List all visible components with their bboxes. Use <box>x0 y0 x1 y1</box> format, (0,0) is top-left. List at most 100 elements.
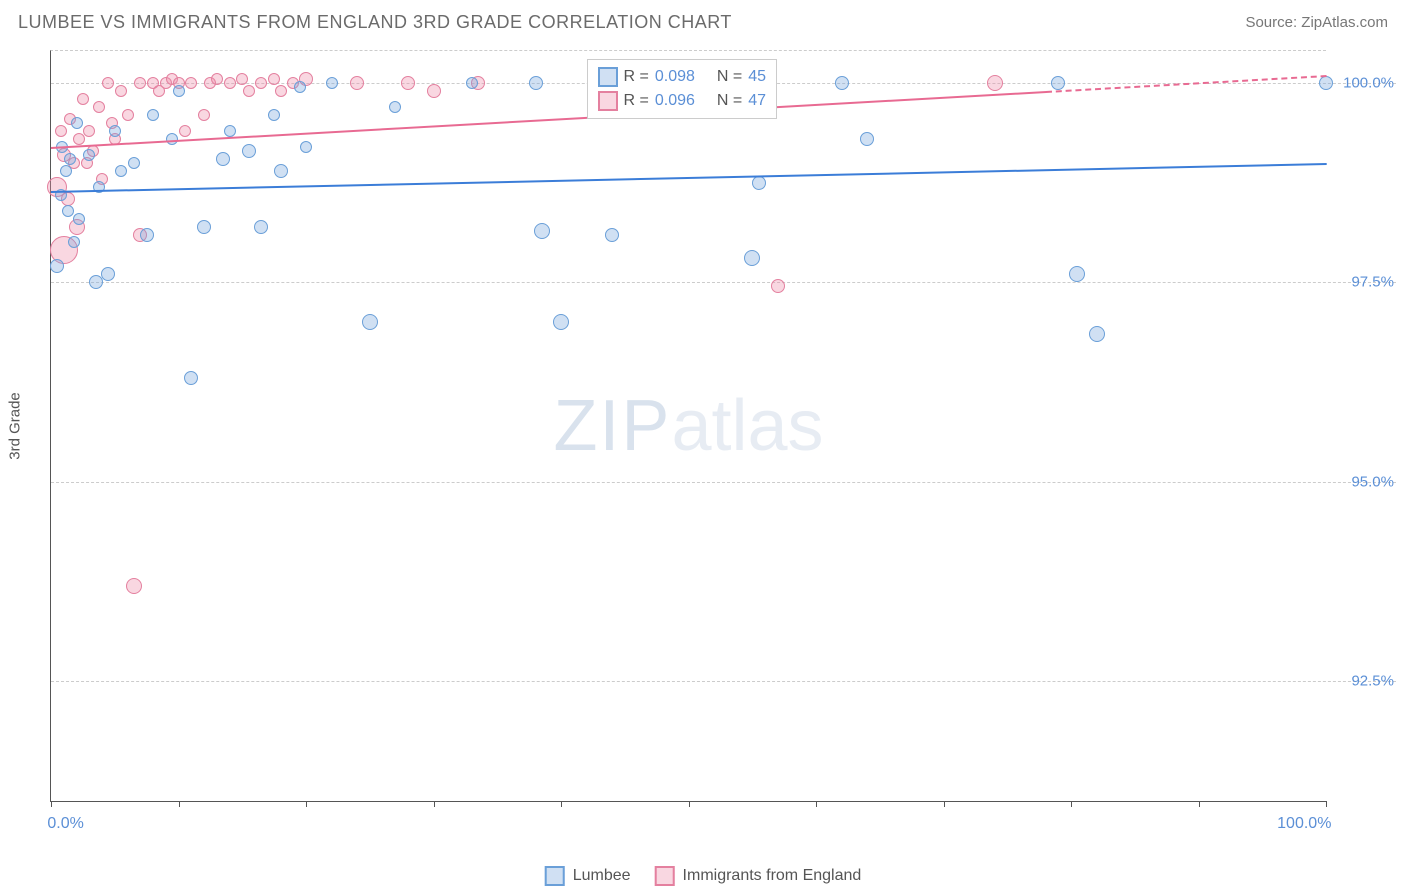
scatter-point <box>268 73 280 85</box>
gridline <box>51 282 1396 283</box>
scatter-point <box>860 132 874 146</box>
scatter-point <box>294 81 306 93</box>
scatter-point <box>211 73 223 85</box>
scatter-point <box>255 77 267 89</box>
scatter-point <box>553 314 569 330</box>
scatter-point <box>115 85 127 97</box>
scatter-point <box>605 228 619 242</box>
r-value: 0.098 <box>655 68 695 86</box>
scatter-point <box>752 176 766 190</box>
scatter-point <box>1089 326 1105 342</box>
y-tick-label: 92.5% <box>1332 673 1394 690</box>
scatter-point <box>101 267 115 281</box>
x-tick <box>1071 801 1072 807</box>
x-tick <box>689 801 690 807</box>
scatter-point <box>77 93 89 105</box>
source-label: Source: ZipAtlas.com <box>1245 14 1388 31</box>
scatter-point <box>362 314 378 330</box>
legend-swatch-england <box>655 866 675 886</box>
legend-label-lumbee: Lumbee <box>573 867 631 885</box>
scatter-point <box>147 109 159 121</box>
scatter-point <box>1319 76 1333 90</box>
y-axis-label: 3rd Grade <box>7 392 24 460</box>
scatter-point <box>179 125 191 137</box>
scatter-point <box>350 76 364 90</box>
scatter-point <box>224 125 236 137</box>
stats-box: R = 0.098 N = 45 R = 0.096 N = 47 <box>587 59 778 119</box>
scatter-point <box>401 76 415 90</box>
chart-container: 3rd Grade ZIPatlas 92.5%95.0%97.5%100.0%… <box>50 50 1396 832</box>
bottom-legend: Lumbee Immigrants from England <box>545 866 862 886</box>
scatter-point <box>55 125 67 137</box>
watermark: ZIPatlas <box>553 385 823 467</box>
scatter-point <box>275 85 287 97</box>
scatter-point <box>216 152 230 166</box>
scatter-point <box>73 213 85 225</box>
r-label: R = <box>624 68 649 86</box>
legend-item-lumbee: Lumbee <box>545 866 631 886</box>
plot-area: 3rd Grade ZIPatlas 92.5%95.0%97.5%100.0%… <box>50 50 1326 802</box>
n-value: 47 <box>748 92 766 110</box>
scatter-point <box>744 250 760 266</box>
y-tick-label: 95.0% <box>1332 473 1394 490</box>
scatter-point <box>326 77 338 89</box>
scatter-point <box>987 75 1003 91</box>
stats-row: R = 0.096 N = 47 <box>598 89 767 113</box>
scatter-point <box>242 144 256 158</box>
x-tick <box>1326 801 1327 807</box>
scatter-point <box>122 109 134 121</box>
x-tick <box>816 801 817 807</box>
scatter-point <box>126 578 142 594</box>
scatter-point <box>300 141 312 153</box>
n-value: 45 <box>748 68 766 86</box>
n-label: N = <box>717 92 742 110</box>
n-label: N = <box>717 68 742 86</box>
scatter-point <box>62 205 74 217</box>
scatter-point <box>128 157 140 169</box>
scatter-point <box>198 109 210 121</box>
legend-label-england: Immigrants from England <box>683 867 862 885</box>
scatter-point <box>534 223 550 239</box>
stats-swatch <box>598 91 618 111</box>
x-tick <box>561 801 562 807</box>
scatter-point <box>115 165 127 177</box>
scatter-point <box>140 228 154 242</box>
scatter-point <box>109 125 121 137</box>
gridline <box>51 681 1396 682</box>
scatter-point <box>60 165 72 177</box>
scatter-point <box>427 84 441 98</box>
scatter-point <box>389 101 401 113</box>
scatter-point <box>173 85 185 97</box>
scatter-point <box>1069 266 1085 282</box>
scatter-point <box>268 109 280 121</box>
x-tick-label: 0.0% <box>47 815 83 833</box>
x-tick <box>51 801 52 807</box>
x-tick <box>1199 801 1200 807</box>
scatter-point <box>64 153 76 165</box>
scatter-point <box>224 77 236 89</box>
x-tick-label: 100.0% <box>1277 815 1331 833</box>
r-label: R = <box>624 92 649 110</box>
scatter-point <box>835 76 849 90</box>
scatter-point <box>68 236 80 248</box>
scatter-point <box>50 259 64 273</box>
scatter-point <box>466 77 478 89</box>
legend-swatch-lumbee <box>545 866 565 886</box>
scatter-point <box>89 275 103 289</box>
scatter-point <box>184 371 198 385</box>
stats-row: R = 0.098 N = 45 <box>598 65 767 89</box>
watermark-part1: ZIP <box>553 386 671 466</box>
scatter-point <box>93 101 105 113</box>
scatter-point <box>134 77 146 89</box>
chart-title: LUMBEE VS IMMIGRANTS FROM ENGLAND 3RD GR… <box>18 12 732 33</box>
scatter-point <box>1051 76 1065 90</box>
scatter-point <box>83 149 95 161</box>
legend-item-england: Immigrants from England <box>655 866 862 886</box>
scatter-point <box>274 164 288 178</box>
gridline <box>51 482 1396 483</box>
r-value: 0.096 <box>655 92 695 110</box>
scatter-point <box>254 220 268 234</box>
watermark-part2: atlas <box>671 386 823 466</box>
scatter-point <box>83 125 95 137</box>
y-tick-label: 97.5% <box>1332 274 1394 291</box>
